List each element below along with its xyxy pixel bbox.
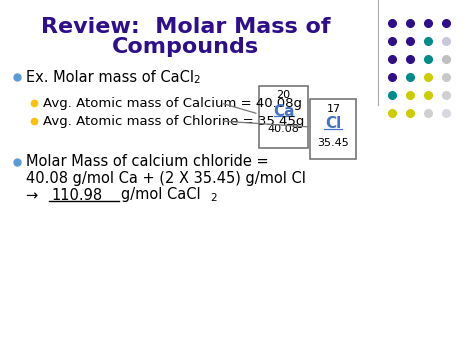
Text: 2: 2 (193, 75, 200, 85)
Text: Ca: Ca (273, 104, 294, 119)
Text: 35.45: 35.45 (318, 138, 349, 148)
Text: Review:  Molar Mass of: Review: Molar Mass of (41, 17, 330, 37)
Text: 20: 20 (276, 90, 291, 100)
Text: Avg. Atomic mass of Chlorine = 35.45g: Avg. Atomic mass of Chlorine = 35.45g (43, 115, 305, 127)
Text: 40.08 g/mol Ca + (2 X 35.45) g/mol Cl: 40.08 g/mol Ca + (2 X 35.45) g/mol Cl (26, 170, 306, 186)
Text: Avg. Atomic mass of Calcium = 40.08g: Avg. Atomic mass of Calcium = 40.08g (43, 97, 302, 109)
Text: Molar Mass of calcium chloride =: Molar Mass of calcium chloride = (26, 154, 269, 169)
Bar (259, 86, 309, 148)
Text: →: → (26, 187, 48, 202)
Text: 17: 17 (326, 104, 340, 114)
Text: Ex. Molar mass of CaCl: Ex. Molar mass of CaCl (26, 70, 194, 84)
Text: 2: 2 (210, 193, 217, 203)
Text: Cl: Cl (325, 116, 342, 131)
Text: g/mol CaCl: g/mol CaCl (121, 187, 201, 202)
Text: Compounds: Compounds (112, 37, 259, 57)
Text: 40.08: 40.08 (268, 124, 300, 134)
Bar (310, 99, 356, 159)
Text: 110.98: 110.98 (51, 187, 102, 202)
